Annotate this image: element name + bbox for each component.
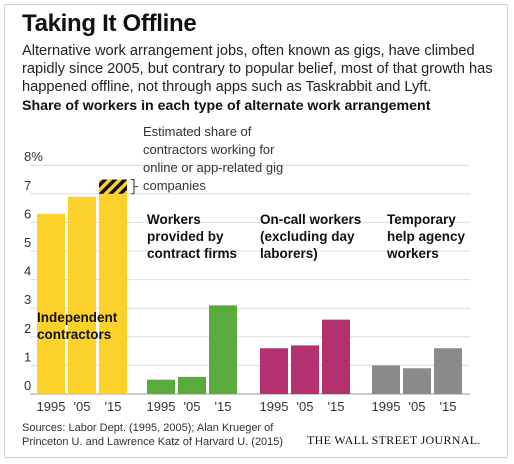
- x-tick-label: '05: [74, 399, 91, 414]
- y-tick-label: 3: [24, 292, 31, 307]
- bar: [403, 368, 431, 394]
- chart-headline: Taking It Offline: [22, 10, 197, 37]
- publisher-credit: THE WALL STREET JOURNAL.: [307, 433, 481, 447]
- group-label: workers: [386, 246, 439, 261]
- y-tick-label: 4: [24, 264, 31, 279]
- annotation-text: companies: [143, 178, 206, 193]
- bar: [68, 196, 96, 394]
- x-tick-label: '05: [409, 399, 426, 414]
- y-tick-label: 1: [24, 349, 31, 364]
- bar: [37, 213, 65, 394]
- x-tick-label: 1995: [37, 399, 66, 414]
- x-tick-label: 1995: [260, 399, 289, 414]
- bar: [291, 345, 319, 394]
- bar: [260, 348, 288, 394]
- bar: [209, 305, 237, 394]
- group-label: Independent: [37, 310, 118, 325]
- x-tick-label: '05: [297, 399, 314, 414]
- group-label: provided by: [147, 229, 224, 244]
- group-label: Temporary: [387, 212, 456, 227]
- y-tick-label: 8%: [24, 149, 43, 164]
- annotation-text: contractors working for: [143, 142, 275, 157]
- y-tick-label: 5: [24, 235, 31, 250]
- annotation-text: online or app-related gig: [143, 160, 283, 175]
- online-gig-share-segment: [99, 179, 127, 194]
- bar: [99, 179, 127, 394]
- source-note: Sources: Labor Dept. (1995, 2005); Alan …: [22, 422, 284, 448]
- bar: [178, 376, 206, 394]
- y-tick-label: 6: [24, 206, 31, 221]
- annotation-bracket: [131, 179, 138, 195]
- x-tick-label: '15: [105, 399, 122, 414]
- bar: [147, 379, 175, 394]
- group-label: help agency: [387, 229, 466, 244]
- bar: [322, 319, 350, 394]
- y-tick-label: 2: [24, 321, 31, 336]
- annotation-text: Estimated share of: [143, 124, 252, 139]
- chart-title: Share of workers in each type of alterna…: [22, 98, 431, 114]
- chart-subtitle: Alternative work arrangement jobs, often…: [22, 43, 493, 95]
- x-tick-label: '15: [328, 399, 345, 414]
- group-label: (excluding day: [260, 229, 355, 244]
- bar: [434, 348, 462, 394]
- group-label: On-call workers: [260, 212, 361, 227]
- group-label: contract firms: [147, 246, 237, 261]
- bar: [372, 365, 400, 394]
- x-tick-label: '05: [184, 399, 201, 414]
- x-tick-label: 1995: [147, 399, 176, 414]
- x-tick-label: '15: [440, 399, 457, 414]
- y-tick-label: 7: [24, 178, 31, 193]
- y-tick-label: 0: [24, 378, 31, 393]
- group-label: contractors: [37, 327, 111, 342]
- x-tick-label: '15: [215, 399, 232, 414]
- group-label: laborers): [260, 246, 318, 261]
- group-label: Workers: [147, 212, 201, 227]
- x-tick-label: 1995: [372, 399, 401, 414]
